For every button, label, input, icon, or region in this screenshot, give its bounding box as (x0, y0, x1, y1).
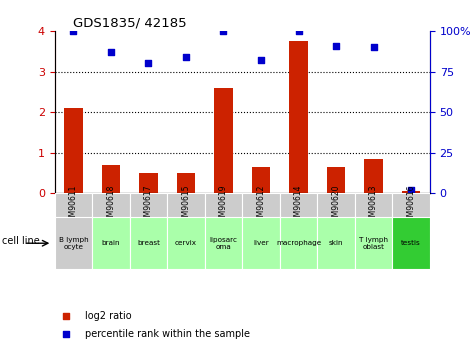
Point (294, 28, 302, 34)
Bar (402, 191, 420, 193)
Text: GSM90611: GSM90611 (69, 185, 78, 226)
Text: skin: skin (329, 240, 343, 246)
Bar (92, 193, 130, 217)
Text: percentile rank within the sample: percentile rank within the sample (85, 329, 250, 339)
Text: cell line: cell line (2, 237, 40, 246)
Bar (364, 159, 383, 193)
Text: GSM90613: GSM90613 (369, 185, 378, 226)
Bar (289, 41, 308, 193)
Bar (392, 193, 430, 217)
Text: T lymph
oblast: T lymph oblast (359, 237, 388, 250)
Point (62, 331, 70, 337)
Bar (55, 193, 92, 217)
Bar (139, 173, 158, 193)
Point (144, 61, 152, 66)
Text: liposarc
oma: liposarc oma (209, 237, 238, 250)
Point (257, 58, 265, 63)
Point (219, 28, 227, 34)
Point (182, 54, 190, 60)
Bar (392, 217, 430, 269)
Text: testis: testis (401, 240, 421, 246)
Text: GSM90615: GSM90615 (181, 185, 190, 226)
Text: GSM90617: GSM90617 (144, 185, 153, 226)
Text: GSM90619: GSM90619 (219, 185, 228, 226)
Text: GDS1835/ 42185: GDS1835/ 42185 (73, 17, 187, 30)
Text: GSM90618: GSM90618 (106, 185, 115, 226)
Text: GSM90620: GSM90620 (332, 185, 341, 226)
Point (69, 28, 77, 34)
Text: cervix: cervix (175, 240, 197, 246)
Bar (130, 193, 167, 217)
Bar (280, 217, 317, 269)
Bar (177, 173, 195, 193)
Bar (355, 217, 392, 269)
Text: log2 ratio: log2 ratio (85, 312, 131, 322)
Bar (64, 108, 83, 193)
Text: GSM90616: GSM90616 (407, 185, 416, 226)
Bar (92, 217, 130, 269)
Bar (242, 217, 280, 269)
Bar (205, 193, 242, 217)
Point (370, 45, 377, 50)
Bar (355, 193, 392, 217)
Bar (327, 167, 345, 193)
Point (107, 49, 115, 55)
Bar (167, 193, 205, 217)
Bar (205, 217, 242, 269)
Point (332, 43, 340, 48)
Bar (102, 165, 120, 193)
Bar (280, 193, 317, 217)
Text: macrophage: macrophage (276, 240, 321, 246)
Bar (317, 217, 355, 269)
Text: B lymph
ocyte: B lymph ocyte (58, 237, 88, 250)
Text: breast: breast (137, 240, 160, 246)
Text: liver: liver (253, 240, 269, 246)
Bar (130, 217, 167, 269)
Text: GSM90612: GSM90612 (256, 185, 266, 226)
Point (407, 187, 415, 193)
Point (62, 314, 70, 319)
Bar (317, 193, 355, 217)
Text: brain: brain (102, 240, 120, 246)
Bar (214, 88, 233, 193)
Bar (55, 217, 92, 269)
Bar (242, 193, 280, 217)
Text: GSM90614: GSM90614 (294, 185, 303, 226)
Bar (167, 217, 205, 269)
Bar (252, 167, 270, 193)
